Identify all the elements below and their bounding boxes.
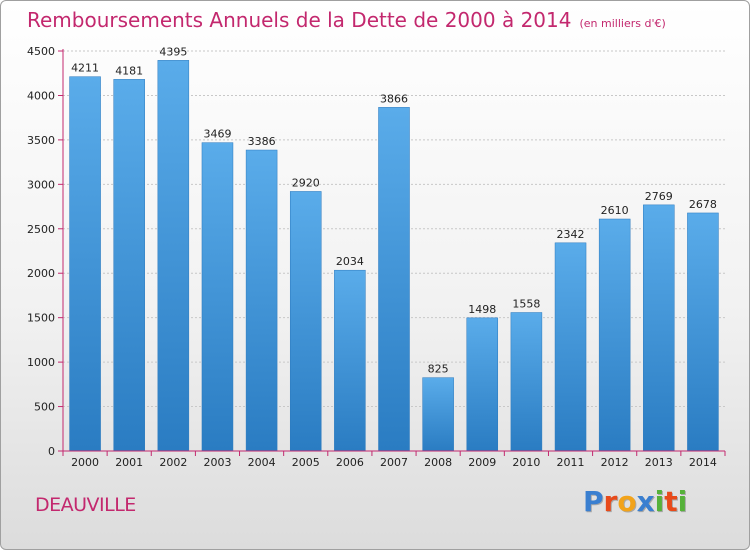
bar-value-label: 3386 [248,135,276,148]
bar-2011 [554,242,587,452]
y-tick-label: 0 [48,445,55,458]
x-tick-label: 2005 [292,456,320,469]
chart-title-text: Remboursements Annuels de la Dette de 20… [27,8,572,32]
x-tick-label: 2007 [380,456,408,469]
bar-value-label: 2920 [292,176,320,189]
x-tick-label: 2014 [689,456,717,469]
bar-value-label: 2769 [645,190,673,203]
brand-letter: x [636,485,655,518]
bar-value-label: 1498 [468,303,496,316]
brand-letter: P [583,485,604,518]
y-tick-label: 1000 [27,356,55,369]
x-tick-label: 2003 [203,456,231,469]
bar-2014 [687,212,719,452]
brand-logo: Proxiti [583,485,687,518]
x-tick-label: 2011 [557,456,585,469]
bar-2013 [643,204,675,452]
y-tick-label: 500 [34,401,55,414]
brand-letter: o [617,485,637,518]
bar-value-label: 3866 [380,92,408,105]
x-tick-label: 2008 [424,456,452,469]
bar-2006 [334,269,366,452]
bar-2000 [69,76,101,452]
bar-value-label: 2678 [689,198,717,211]
bar-2009 [466,317,499,452]
x-tick-label: 2009 [468,456,496,469]
label-layer: 4211 4181 4395 3469 3386 2920 2034 3866 825 1498 1… [71,45,717,375]
axis-layer: 0 500 1000 1500 2000 2500 3000 3500 4000 4500 2000… [27,45,726,469]
x-tick-label: 2002 [159,456,187,469]
bar-layer [69,60,719,452]
bar-2001 [113,79,145,452]
brand-letter: i [677,485,688,518]
y-tick-label: 2000 [27,267,55,280]
y-tick-label: 3500 [27,134,55,147]
chart-title: Remboursements Annuels de la Dette de 20… [27,8,666,32]
bar-2010 [510,312,543,452]
bar-value-label: 3469 [203,128,231,141]
bar-value-label: 4395 [159,45,187,58]
bar-2012 [598,218,631,452]
y-tick-label: 1500 [27,312,55,325]
bar-2007 [378,107,410,452]
bar-value-label: 2342 [557,228,585,241]
brand-letter: r [603,485,618,518]
y-tick-label: 4500 [27,45,55,58]
brand-letter: t [664,485,678,518]
x-tick-label: 2000 [71,456,99,469]
x-tick-label: 2012 [601,456,629,469]
bar-2005 [289,191,322,452]
bar-value-label: 4211 [71,62,99,75]
y-tick-label: 4000 [27,89,55,102]
bar-value-label: 2610 [601,204,629,217]
bar-2003 [201,142,234,452]
bar-value-label: 1558 [512,298,540,311]
bar-2004 [245,149,278,452]
chart-unit-note: (en milliers d'€) [579,17,666,30]
y-tick-label: 2500 [27,223,55,236]
x-tick-label: 2004 [248,456,276,469]
bar-value-label: 2034 [336,255,364,268]
city-label: DEAUVILLE [35,494,136,516]
bar-value-label: 825 [428,363,449,376]
brand-letter: i [654,485,665,518]
x-tick-label: 2010 [512,456,540,469]
x-tick-label: 2006 [336,456,364,469]
x-tick-label: 2001 [115,456,143,469]
y-tick-label: 3000 [27,178,55,191]
bar-value-label: 4181 [115,64,143,77]
x-tick-label: 2013 [645,456,673,469]
bar-2002 [157,60,190,452]
bar-2008 [422,377,454,452]
